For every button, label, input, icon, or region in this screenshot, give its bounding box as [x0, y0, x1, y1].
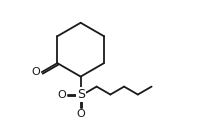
Text: O: O	[76, 109, 85, 119]
Text: O: O	[31, 67, 40, 77]
Text: S: S	[77, 88, 85, 101]
Text: O: O	[57, 90, 66, 99]
